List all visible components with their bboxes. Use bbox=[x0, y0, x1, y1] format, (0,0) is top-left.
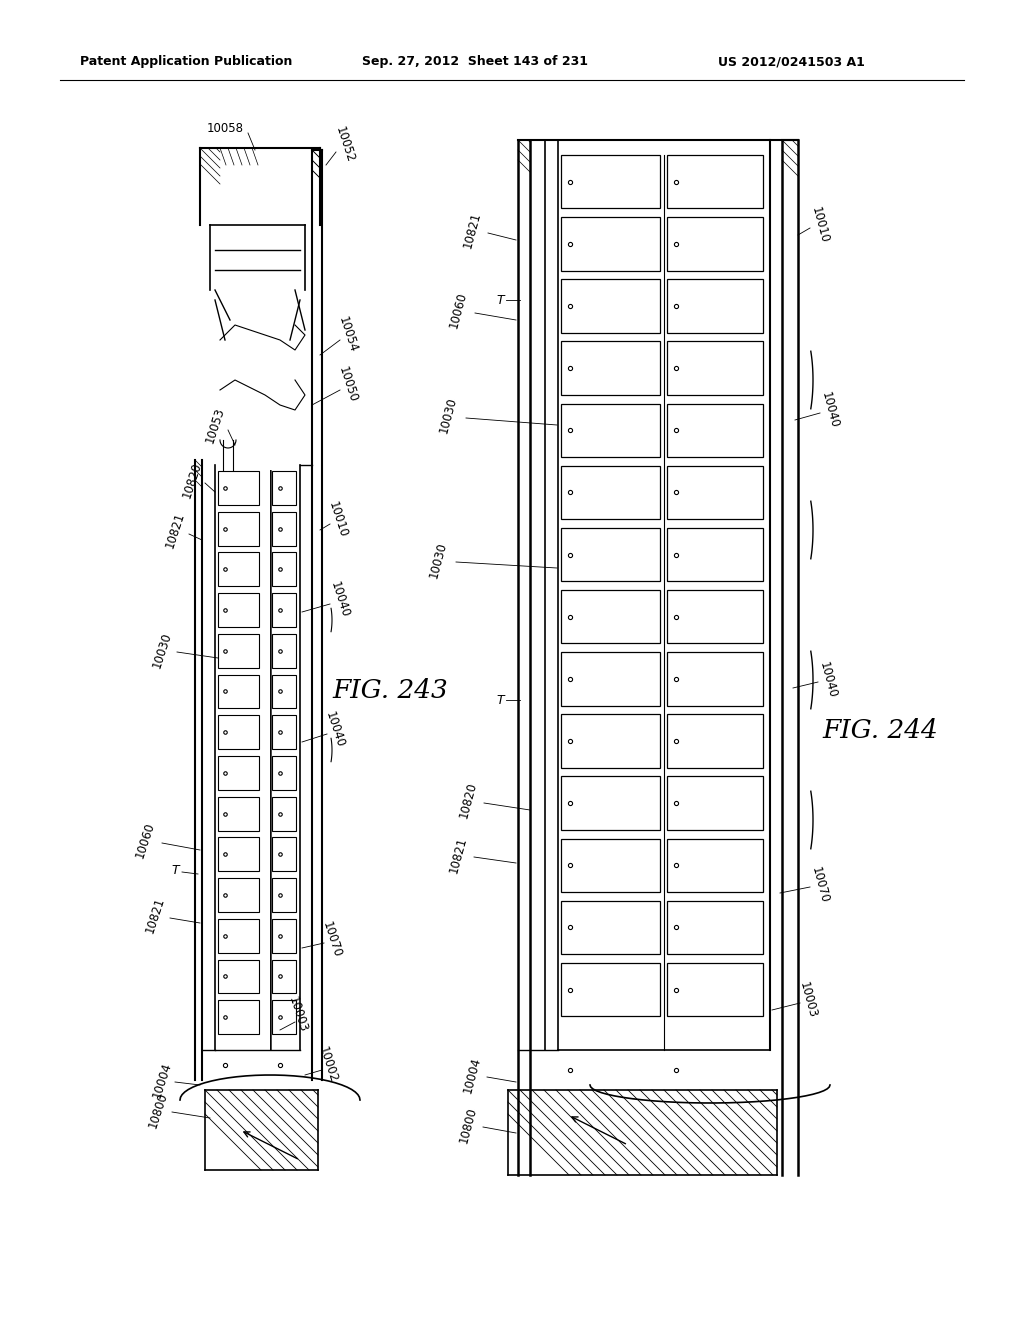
Bar bbox=[667, 528, 763, 581]
Bar bbox=[561, 154, 660, 209]
Bar bbox=[272, 675, 296, 709]
Text: 10053: 10053 bbox=[203, 405, 227, 445]
Text: 10040: 10040 bbox=[324, 710, 347, 750]
Text: 10800: 10800 bbox=[457, 1105, 479, 1144]
Bar bbox=[272, 512, 296, 545]
Bar bbox=[561, 218, 660, 271]
Text: 10030: 10030 bbox=[437, 396, 459, 434]
Text: 10821: 10821 bbox=[461, 210, 483, 249]
Text: 10800: 10800 bbox=[146, 1090, 170, 1130]
Bar bbox=[218, 919, 259, 953]
Bar bbox=[561, 280, 660, 333]
Bar bbox=[561, 528, 660, 581]
Bar bbox=[272, 553, 296, 586]
Bar bbox=[218, 512, 259, 545]
Text: 10050: 10050 bbox=[336, 366, 359, 405]
Text: 10070: 10070 bbox=[321, 920, 344, 960]
Bar bbox=[667, 962, 763, 1016]
Bar bbox=[667, 218, 763, 271]
Bar bbox=[218, 593, 259, 627]
Text: 10030: 10030 bbox=[151, 631, 174, 669]
Bar bbox=[667, 342, 763, 395]
Bar bbox=[272, 471, 296, 504]
Bar bbox=[561, 962, 660, 1016]
Bar bbox=[667, 280, 763, 333]
Bar bbox=[272, 919, 296, 953]
Bar bbox=[272, 878, 296, 912]
Text: FIG. 244: FIG. 244 bbox=[822, 718, 938, 742]
Bar bbox=[272, 960, 296, 994]
Bar bbox=[561, 838, 660, 892]
Bar bbox=[561, 404, 660, 457]
Text: 10052: 10052 bbox=[333, 125, 357, 165]
Bar bbox=[218, 960, 259, 994]
Text: 10070: 10070 bbox=[809, 866, 831, 904]
Bar bbox=[218, 675, 259, 709]
Bar bbox=[667, 652, 763, 706]
Bar bbox=[667, 838, 763, 892]
Bar bbox=[667, 154, 763, 209]
Text: T: T bbox=[497, 293, 504, 306]
Text: 10004: 10004 bbox=[151, 1060, 174, 1100]
Bar bbox=[218, 837, 259, 871]
Bar bbox=[218, 634, 259, 668]
Bar bbox=[561, 652, 660, 706]
Text: 10054: 10054 bbox=[336, 315, 359, 355]
Text: 10821: 10821 bbox=[446, 836, 469, 875]
Bar bbox=[667, 466, 763, 519]
Bar bbox=[561, 900, 660, 954]
Text: 10060: 10060 bbox=[446, 290, 469, 330]
Bar bbox=[272, 1001, 296, 1034]
Bar bbox=[667, 404, 763, 457]
Text: 10040: 10040 bbox=[817, 660, 839, 700]
Bar bbox=[272, 715, 296, 750]
Bar bbox=[218, 715, 259, 750]
Text: 10002: 10002 bbox=[316, 1045, 340, 1085]
Bar bbox=[561, 714, 660, 768]
Bar bbox=[218, 878, 259, 912]
Bar bbox=[667, 714, 763, 768]
Text: 10058: 10058 bbox=[207, 121, 244, 135]
Text: 10821: 10821 bbox=[163, 511, 187, 549]
Bar bbox=[218, 471, 259, 504]
Text: 10003: 10003 bbox=[286, 995, 310, 1035]
Text: 10004: 10004 bbox=[461, 1056, 483, 1094]
Bar bbox=[272, 756, 296, 789]
Bar bbox=[561, 342, 660, 395]
Text: 10003: 10003 bbox=[797, 981, 819, 1019]
Text: Patent Application Publication: Patent Application Publication bbox=[80, 55, 293, 69]
Bar bbox=[561, 590, 660, 643]
Text: 10820: 10820 bbox=[457, 780, 479, 820]
Text: US 2012/0241503 A1: US 2012/0241503 A1 bbox=[718, 55, 865, 69]
Bar bbox=[272, 837, 296, 871]
Bar bbox=[561, 466, 660, 519]
Text: 10821: 10821 bbox=[143, 895, 167, 935]
Text: 10820: 10820 bbox=[180, 461, 204, 500]
Bar bbox=[272, 797, 296, 830]
Text: T: T bbox=[171, 863, 179, 876]
Text: 10030: 10030 bbox=[427, 540, 450, 579]
Bar bbox=[272, 593, 296, 627]
Bar bbox=[272, 634, 296, 668]
Bar bbox=[218, 756, 259, 789]
Text: FIG. 243: FIG. 243 bbox=[332, 677, 447, 702]
Bar bbox=[667, 900, 763, 954]
Text: 10010: 10010 bbox=[326, 500, 350, 540]
Text: T: T bbox=[497, 693, 504, 706]
Bar bbox=[667, 776, 763, 830]
Bar bbox=[218, 1001, 259, 1034]
Bar bbox=[667, 590, 763, 643]
Text: Sep. 27, 2012  Sheet 143 of 231: Sep. 27, 2012 Sheet 143 of 231 bbox=[362, 55, 588, 69]
Bar bbox=[218, 553, 259, 586]
Bar bbox=[561, 776, 660, 830]
Text: 10010: 10010 bbox=[809, 206, 831, 244]
Text: 10060: 10060 bbox=[133, 820, 157, 859]
Bar bbox=[218, 797, 259, 830]
Text: 10040: 10040 bbox=[328, 581, 352, 619]
Text: 10040: 10040 bbox=[819, 391, 841, 429]
